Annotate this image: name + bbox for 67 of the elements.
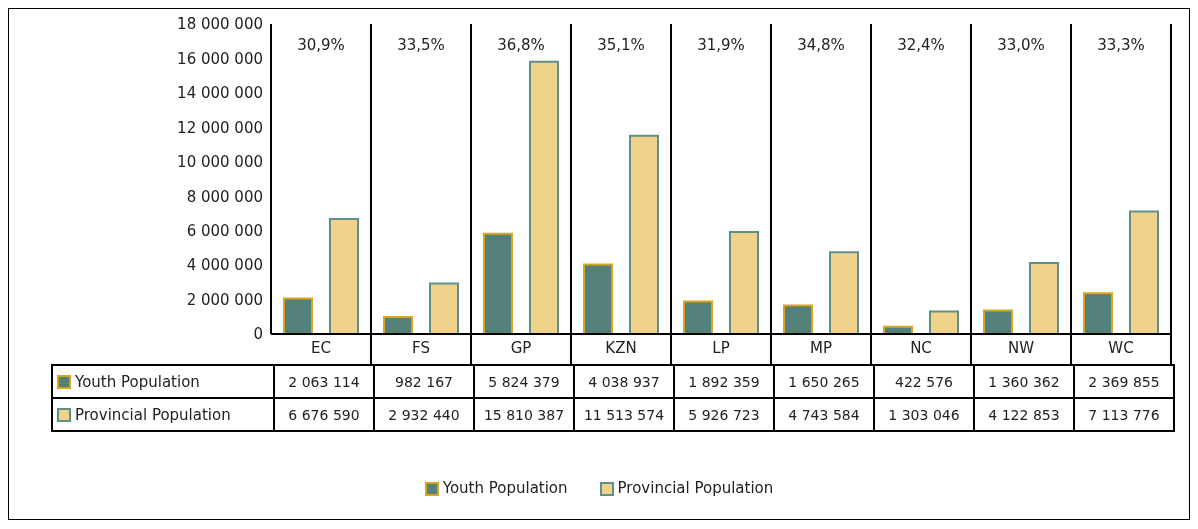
bar: [529, 60, 559, 334]
data-label: 15 810 387: [474, 398, 574, 431]
data-label: 4 038 937: [574, 365, 674, 398]
x-tick-label: NC: [910, 338, 932, 357]
x-tick-label: FS: [412, 338, 430, 357]
annotation: 35,1%: [596, 36, 646, 54]
bar: [829, 251, 859, 334]
x-tick-label: MP: [810, 338, 832, 357]
annotation: 32,4%: [896, 36, 946, 54]
y-tick-label: 0: [253, 325, 263, 344]
x-tick-label: NW: [1007, 338, 1035, 357]
annotation: 30,9%: [296, 36, 346, 54]
bar: [729, 230, 759, 334]
y-tick-label: 6 000 000: [186, 221, 263, 240]
data-label: 2 063 114: [274, 365, 374, 398]
bar: [329, 218, 359, 334]
y-tick-label: 10 000 000: [177, 153, 263, 172]
legend-label: Youth Population: [52, 365, 274, 398]
annotation: 31,9%: [696, 36, 746, 54]
y-tick-label: 12 000 000: [177, 118, 263, 137]
bar: [429, 282, 459, 334]
bar: [1083, 292, 1113, 334]
data-label: 1 360 362: [974, 365, 1074, 398]
annotation: 34,8%: [796, 36, 846, 54]
bar: [1029, 262, 1059, 334]
data-label: 2 369 855: [1074, 365, 1174, 398]
x-tick-label: LP: [712, 338, 730, 357]
y-tick-label: 4 000 000: [186, 256, 263, 275]
y-tick-label: 8 000 000: [186, 187, 263, 206]
data-label: 2 932 440: [374, 398, 474, 431]
data-label: 7 113 776: [1074, 398, 1174, 431]
annotation: 33,3%: [1096, 36, 1146, 54]
y-tick-label: 18 000 000: [177, 15, 263, 34]
data-label: 1 303 046: [874, 398, 974, 431]
bar: [983, 309, 1013, 334]
bar: [783, 304, 813, 334]
text: Youth Population: [442, 479, 568, 497]
data-label: 4 743 584: [774, 398, 874, 431]
data-label: 5 926 723: [674, 398, 774, 431]
annotation: 36,8%: [496, 36, 546, 54]
bar: [1129, 210, 1159, 334]
data-label: 982 167: [374, 365, 474, 398]
y-tick-label: 14 000 000: [177, 84, 263, 103]
bar: [483, 232, 513, 334]
bar: [283, 297, 313, 334]
bar: [683, 300, 713, 334]
data-label: 1 892 359: [674, 365, 774, 398]
bar: [583, 263, 613, 334]
x-tick-label: WC: [1108, 338, 1134, 357]
data-label: 11 513 574: [574, 398, 674, 431]
x-tick-label: EC: [311, 338, 331, 357]
data-label: 6 676 590: [274, 398, 374, 431]
data-label: 422 576: [874, 365, 974, 398]
data-label: 4 122 853: [974, 398, 1074, 431]
data-label: 5 824 379: [474, 365, 574, 398]
data-label: 1 650 265: [774, 365, 874, 398]
bar: [383, 316, 413, 334]
bar: [629, 134, 659, 334]
y-tick-label: 16 000 000: [177, 49, 263, 68]
legend-label: Provincial Population: [52, 398, 274, 431]
x-tick-label: GP: [510, 338, 532, 357]
annotation: 33,5%: [396, 36, 446, 54]
annotation: 33,0%: [996, 36, 1046, 54]
y-tick-label: 2 000 000: [186, 290, 263, 309]
text: Provincial Population: [617, 479, 774, 497]
x-tick-label: KZN: [605, 338, 637, 357]
bar: [929, 310, 959, 334]
